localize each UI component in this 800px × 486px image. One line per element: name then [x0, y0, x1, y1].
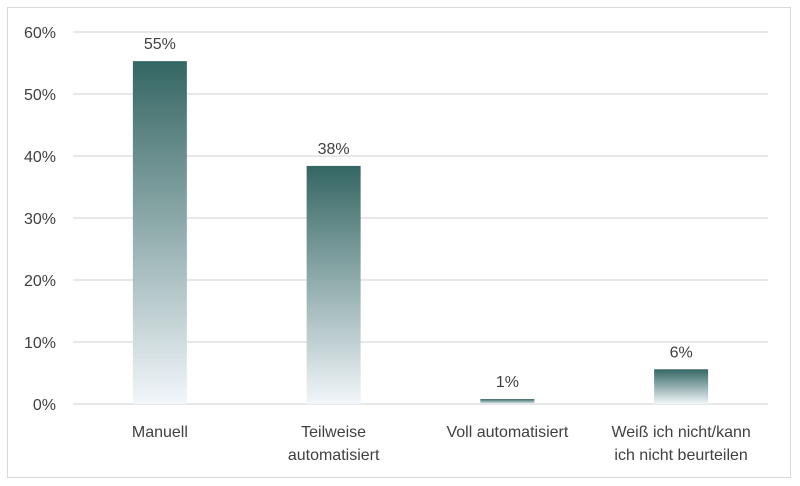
y-tick-label: 40% — [24, 149, 56, 166]
x-tick-label: Voll automatisiert — [446, 424, 568, 441]
x-tick-label: ich nicht beurteilen — [614, 447, 747, 464]
x-tick-label: Manuell — [132, 424, 188, 441]
y-tick-label: 20% — [24, 273, 56, 290]
y-tick-label: 10% — [24, 335, 56, 352]
y-tick-label: 60% — [24, 25, 56, 42]
x-tick-label: Teilweise — [301, 424, 366, 441]
x-tick-label: Weiß ich nicht/kann — [611, 424, 750, 441]
x-tick-label: automatisiert — [288, 447, 380, 464]
data-label: 6% — [670, 344, 693, 361]
y-tick-label: 30% — [24, 211, 56, 228]
chart-frame — [7, 7, 791, 478]
data-label: 1% — [496, 374, 519, 391]
data-label: 38% — [318, 141, 350, 158]
bar — [132, 61, 187, 404]
bar — [654, 369, 709, 404]
y-tick-label: 0% — [33, 397, 56, 414]
y-tick-label: 50% — [24, 87, 56, 104]
data-label: 55% — [144, 36, 176, 53]
bar — [306, 165, 361, 404]
bar — [480, 399, 535, 404]
